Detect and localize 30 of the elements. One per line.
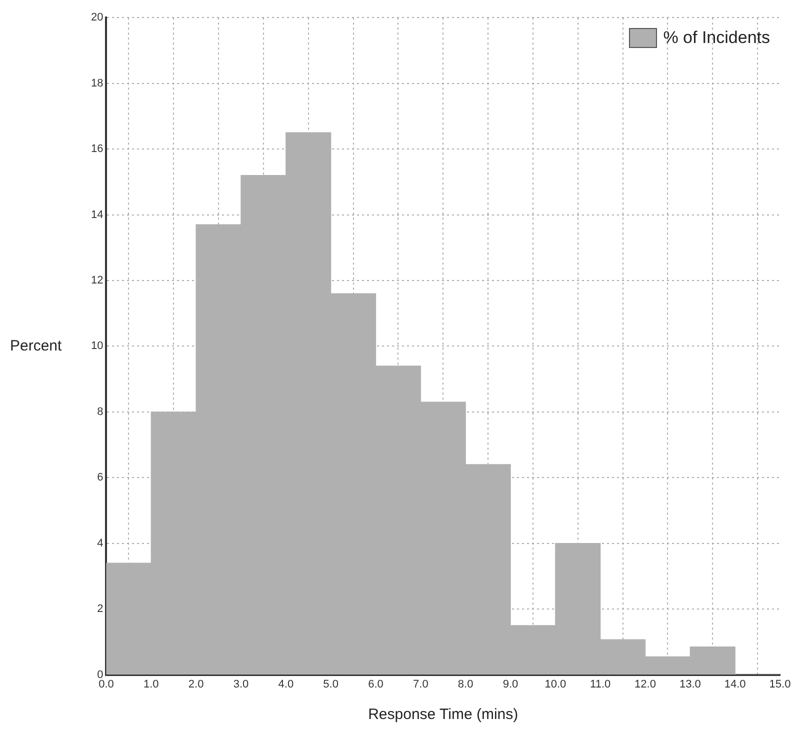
x-tick-label: 3.0 (233, 678, 249, 690)
x-tick-label: 14.0 (724, 678, 746, 690)
x-tick-label: 6.0 (368, 678, 384, 690)
y-tick-label: 2 (97, 603, 104, 616)
x-tick-label: 2.0 (188, 678, 204, 690)
x-tick-label: 10.0 (544, 678, 566, 690)
y-axis-title: Percent (10, 337, 63, 354)
y-tick-label: 12 (90, 274, 104, 287)
x-axis-title: Response Time (mins) (368, 706, 518, 724)
x-tick-label: 9.0 (502, 678, 518, 690)
x-tick-label: 4.0 (278, 678, 294, 690)
y-tick-label: 14 (90, 208, 104, 221)
x-tick-label: 12.0 (634, 678, 656, 690)
y-tick-label: 10 (90, 340, 104, 352)
x-tick-label: 13.0 (679, 678, 701, 690)
y-tick-label: 0 (97, 668, 104, 681)
x-tick-label: 5.0 (323, 678, 338, 690)
y-tick-label: 8 (97, 406, 104, 418)
x-tick-label: 8.0 (458, 678, 474, 690)
y-tick-label: 6 (97, 472, 104, 484)
x-tick-label: 7.0 (413, 678, 428, 690)
y-tick-label: 20 (90, 12, 104, 24)
x-tick-label: 11.0 (590, 678, 611, 690)
x-tick-label: 1.0 (144, 678, 159, 690)
y-tick-label: 18 (90, 77, 104, 90)
y-tick-label: 4 (97, 537, 104, 550)
legend-label: % of Incidents (663, 28, 770, 48)
y-tick-label: 16 (90, 143, 104, 156)
x-tick-label: 0.0 (98, 678, 114, 690)
x-tick-label: 15.0 (769, 678, 791, 690)
